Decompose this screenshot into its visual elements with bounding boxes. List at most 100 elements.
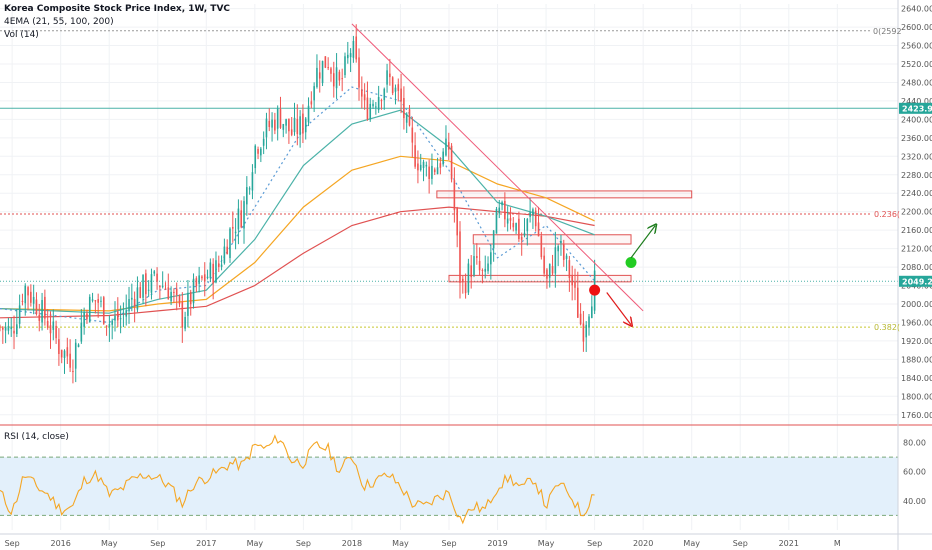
candle-body[interactable]	[366, 97, 369, 119]
candle-body[interactable]	[431, 165, 433, 179]
candle-body[interactable]	[386, 70, 388, 85]
candle-body[interactable]	[439, 163, 442, 168]
candle-body[interactable]	[304, 118, 307, 133]
candle-body[interactable]	[21, 300, 24, 302]
candle-body[interactable]	[178, 295, 181, 304]
candle-body[interactable]	[10, 326, 13, 330]
candle-body[interactable]	[403, 98, 405, 119]
arrow-up[interactable]	[630, 226, 655, 259]
candle-body[interactable]	[591, 306, 593, 318]
candle-body[interactable]	[276, 108, 279, 129]
candle-body[interactable]	[102, 297, 105, 324]
candle-body[interactable]	[565, 255, 568, 259]
candle-body[interactable]	[274, 119, 276, 131]
candle-body[interactable]	[408, 109, 411, 126]
candle-body[interactable]	[321, 60, 324, 84]
candle-body[interactable]	[175, 288, 178, 295]
candle-body[interactable]	[520, 236, 523, 240]
candle-body[interactable]	[212, 263, 214, 284]
candle-body[interactable]	[498, 207, 501, 214]
candle-body[interactable]	[568, 260, 571, 278]
candle-body[interactable]	[170, 291, 172, 302]
candle-body[interactable]	[459, 231, 461, 283]
candle-body[interactable]	[229, 228, 231, 258]
candle-body[interactable]	[327, 67, 329, 69]
candle-body[interactable]	[377, 96, 380, 111]
ema-legend[interactable]: 4EMA (21, 55, 100, 200)	[4, 17, 114, 27]
candle-body[interactable]	[352, 41, 355, 58]
candle-body[interactable]	[335, 67, 338, 89]
candle-body[interactable]	[0, 326, 1, 328]
candle-body[interactable]	[128, 299, 130, 312]
candle-body[interactable]	[46, 321, 49, 328]
candle-body[interactable]	[279, 109, 282, 128]
candle-body[interactable]	[447, 142, 450, 150]
candle-body[interactable]	[18, 305, 21, 324]
candle-body[interactable]	[417, 163, 419, 171]
candle-body[interactable]	[100, 300, 102, 302]
candle-body[interactable]	[433, 169, 436, 173]
candle-body[interactable]	[16, 324, 18, 334]
candle-body[interactable]	[122, 312, 125, 314]
candle-body[interactable]	[313, 86, 315, 101]
candle-body[interactable]	[257, 148, 259, 154]
volume-legend[interactable]: Vol (14)	[4, 30, 39, 40]
candle-body[interactable]	[237, 208, 240, 230]
candle-body[interactable]	[397, 84, 400, 91]
candle-body[interactable]	[136, 287, 139, 310]
candle-body[interactable]	[30, 291, 32, 303]
green-dot-marker[interactable]	[625, 256, 637, 268]
candle-body[interactable]	[88, 296, 91, 323]
candle-body[interactable]	[217, 263, 220, 268]
candle-body[interactable]	[349, 53, 352, 58]
candle-body[interactable]	[4, 326, 7, 331]
candle-body[interactable]	[358, 57, 360, 88]
candle-body[interactable]	[296, 118, 299, 135]
candle-body[interactable]	[442, 151, 444, 165]
candle-body[interactable]	[554, 247, 557, 274]
candle-body[interactable]	[478, 260, 481, 271]
candle-body[interactable]	[453, 180, 456, 211]
candle-body[interactable]	[147, 289, 150, 291]
candle-body[interactable]	[203, 274, 206, 282]
candle-body[interactable]	[173, 291, 175, 293]
candle-body[interactable]	[159, 285, 161, 288]
candle-body[interactable]	[582, 323, 585, 342]
candle-body[interactable]	[380, 100, 383, 102]
candle-body[interactable]	[58, 339, 60, 354]
candle-body[interactable]	[537, 222, 540, 237]
candle-body[interactable]	[187, 292, 189, 316]
candle-body[interactable]	[139, 287, 142, 298]
candle-body[interactable]	[419, 164, 422, 171]
resistance-zone[interactable]	[448, 274, 632, 283]
candle-body[interactable]	[299, 116, 301, 135]
candle-body[interactable]	[189, 291, 192, 305]
candle-body[interactable]	[571, 274, 573, 286]
candle-body[interactable]	[80, 322, 83, 342]
rsi-legend[interactable]: RSI (14, close)	[4, 432, 69, 442]
candle-body[interactable]	[346, 54, 349, 59]
candle-body[interactable]	[372, 103, 374, 107]
candle-body[interactable]	[265, 118, 268, 138]
candle-body[interactable]	[425, 164, 428, 167]
candle-body[interactable]	[355, 36, 358, 60]
candle-body[interactable]	[543, 255, 545, 274]
candle-body[interactable]	[41, 300, 43, 323]
ema-100-line[interactable]	[0, 155, 595, 312]
candle-body[interactable]	[445, 138, 447, 156]
candle-body[interactable]	[35, 299, 38, 315]
candle-body[interactable]	[119, 318, 122, 320]
candle-body[interactable]	[164, 288, 167, 290]
candle-body[interactable]	[490, 252, 492, 265]
candle-body[interactable]	[231, 227, 234, 229]
candle-body[interactable]	[400, 88, 402, 102]
candle-body[interactable]	[52, 321, 55, 330]
candle-body[interactable]	[540, 235, 543, 258]
candle-body[interactable]	[450, 145, 453, 180]
candle-body[interactable]	[523, 232, 526, 236]
candle-body[interactable]	[234, 231, 237, 234]
candle-body[interactable]	[526, 218, 529, 232]
candle-body[interactable]	[285, 119, 287, 126]
candle-body[interactable]	[310, 101, 313, 105]
candle-body[interactable]	[63, 350, 66, 358]
